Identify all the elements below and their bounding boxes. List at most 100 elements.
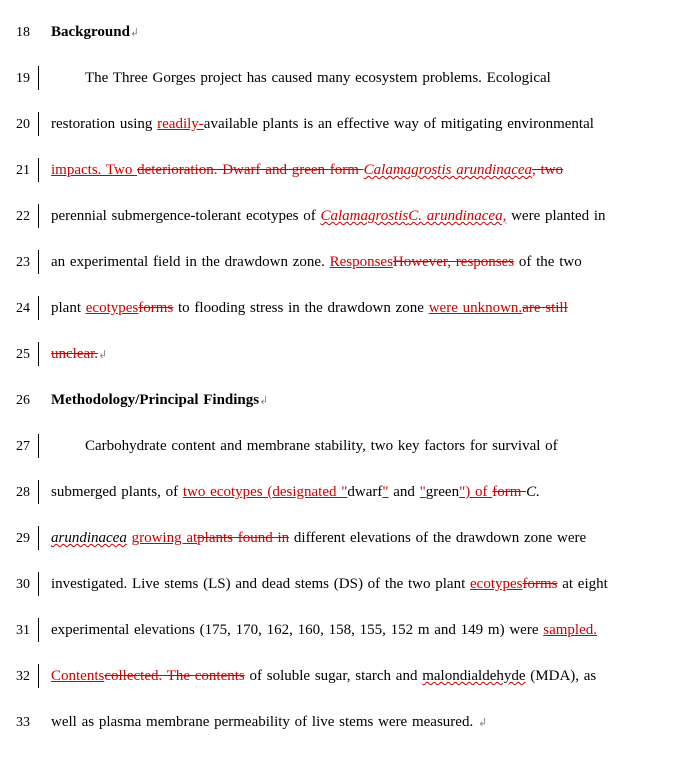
text-run: The Three Gorges project has caused many… (85, 70, 551, 86)
change-bar (38, 296, 39, 320)
line-number: 22 (0, 209, 38, 225)
change-bar (38, 526, 39, 550)
paragraph-line: restoration using readily-available plan… (51, 112, 640, 136)
text-run: deterioration. Dwarf and green form (137, 162, 364, 178)
section-heading: Background↲ (51, 20, 640, 44)
line-number: 19 (0, 71, 38, 87)
text-run: plant (51, 300, 86, 316)
paragraph-line: arundinacea growing atplants found in di… (51, 526, 640, 550)
text-run: were planted in (506, 208, 605, 224)
text-run: plants found in (197, 530, 289, 546)
line-number: 30 (0, 577, 38, 593)
text-run: ↲ (98, 349, 107, 361)
text-run: an experimental field in the drawdown zo… (51, 254, 330, 270)
text-run: Responses (330, 254, 393, 270)
paragraph-line: perennial submergence-tolerant ecotypes … (51, 204, 640, 228)
text-line: 18 Background↲ (0, 20, 640, 44)
text-run: at eight (557, 576, 607, 592)
text-run: submerged plants, of (51, 484, 183, 500)
text-run: ecotypes (470, 576, 522, 592)
text-run: Contents (51, 668, 104, 684)
text-line: 22 perennial submergence-tolerant ecotype… (0, 204, 640, 228)
text-line: 33well as plasma membrane permeability o… (0, 710, 640, 734)
text-run: experimental elevations (175, 170, 162, … (51, 622, 543, 638)
text-run: Methodology/Principal Findings (51, 392, 259, 408)
change-bar (38, 664, 39, 688)
text-run: dwarf (347, 484, 382, 500)
text-run: C. (526, 484, 540, 500)
line-number: 18 (0, 25, 38, 41)
text-run: collected. The contents (104, 668, 244, 684)
line-number: 31 (0, 623, 38, 639)
line-number: 26 (0, 393, 38, 409)
text-run: restoration using (51, 116, 157, 132)
text-line: 30 investigated. Live stems (LS) and dead… (0, 572, 640, 596)
paragraph-line: Contentscollected. The contents of solub… (51, 664, 640, 688)
paragraph-line: unclear.↲ (51, 342, 640, 366)
text-run: were unknown. (429, 300, 522, 316)
text-run: malondialdehyde (422, 668, 525, 684)
change-bar (38, 112, 39, 136)
text-run: ↲ (478, 717, 487, 729)
text-run: sampled. (543, 622, 597, 638)
text-run: well as plasma membrane permeability of … (51, 714, 478, 730)
paragraph-line: experimental elevations (175, 170, 162, … (51, 618, 640, 642)
text-run: Carbohydrate content and membrane stabil… (85, 438, 558, 454)
text-run: form (492, 484, 526, 500)
text-line: 31 experimental elevations (175, 170, 162… (0, 618, 640, 642)
text-line: 26 Methodology/Principal Findings↲ (0, 388, 640, 412)
text-run: growing at (132, 530, 198, 546)
line-number: 24 (0, 301, 38, 317)
text-line: 32 Contentscollected. The contents of sol… (0, 664, 640, 688)
text-run: Calamagrostis arundinacea (364, 162, 532, 178)
document-body: 18 Background↲ 19 The Three Gorges project … (0, 20, 640, 734)
paragraph-line: impacts. Two deterioration. Dwarf and gr… (51, 158, 640, 182)
paragraph-line: Carbohydrate content and membrane stabil… (51, 434, 640, 458)
change-bar (38, 572, 39, 596)
line-number: 32 (0, 669, 38, 685)
text-run: ecotypes (86, 300, 138, 316)
text-run: of the two (514, 254, 582, 270)
change-bar (38, 204, 39, 228)
text-run: However, responses (393, 254, 514, 270)
text-line: 23 an experimental field in the drawdown … (0, 250, 640, 274)
text-run: forms (138, 300, 173, 316)
text-run: two ecotypes (designated " (183, 484, 348, 500)
line-number: 27 (0, 439, 38, 455)
change-bar (38, 480, 39, 504)
line-number: 25 (0, 347, 38, 363)
text-run: impacts. Two (51, 162, 137, 178)
line-number: 23 (0, 255, 38, 271)
text-run: different elevations of the drawdown zon… (289, 530, 586, 546)
text-run: green (426, 484, 459, 500)
line-number: 29 (0, 531, 38, 547)
text-line: 20 restoration using readily-available pl… (0, 112, 640, 136)
text-run: available plants is an effective way of … (204, 116, 594, 132)
text-line: 21impacts. Two deterioration. Dwarf and … (0, 158, 640, 182)
text-run: are still (522, 300, 568, 316)
change-bar (38, 618, 39, 642)
section-heading: Methodology/Principal Findings↲ (51, 388, 640, 412)
text-run: ") of (459, 484, 492, 500)
text-run: ↲ (130, 27, 139, 39)
text-run: to flooding stress in the drawdown zone (173, 300, 428, 316)
change-bar (38, 66, 39, 90)
text-run: (MDA), as (526, 668, 597, 684)
text-run: investigated. Live stems (LS) and dead s… (51, 576, 470, 592)
text-line: 29 arundinacea growing atplants found in … (0, 526, 640, 550)
text-run: C. arundinacea, (408, 208, 506, 224)
text-line: 25 unclear.↲ (0, 342, 640, 366)
paragraph-line: The Three Gorges project has caused many… (51, 66, 640, 90)
paragraph-line: investigated. Live stems (LS) and dead s… (51, 572, 640, 596)
paragraph-line: an experimental field in the drawdown zo… (51, 250, 640, 274)
paragraph-line: plant ecotypesforms to flooding stress i… (51, 296, 640, 320)
change-bar (38, 250, 39, 274)
text-run: , two (532, 162, 563, 178)
text-run: ↲ (259, 395, 268, 407)
text-line: 19 The Three Gorges project has caused ma… (0, 66, 640, 90)
paragraph-line: submerged plants, of two ecotypes (desig… (51, 480, 640, 504)
text-run: of soluble sugar, starch and (245, 668, 422, 684)
change-bar (38, 158, 39, 182)
line-number: 20 (0, 117, 38, 133)
text-line: 28submerged plants, of two ecotypes (des… (0, 480, 640, 504)
